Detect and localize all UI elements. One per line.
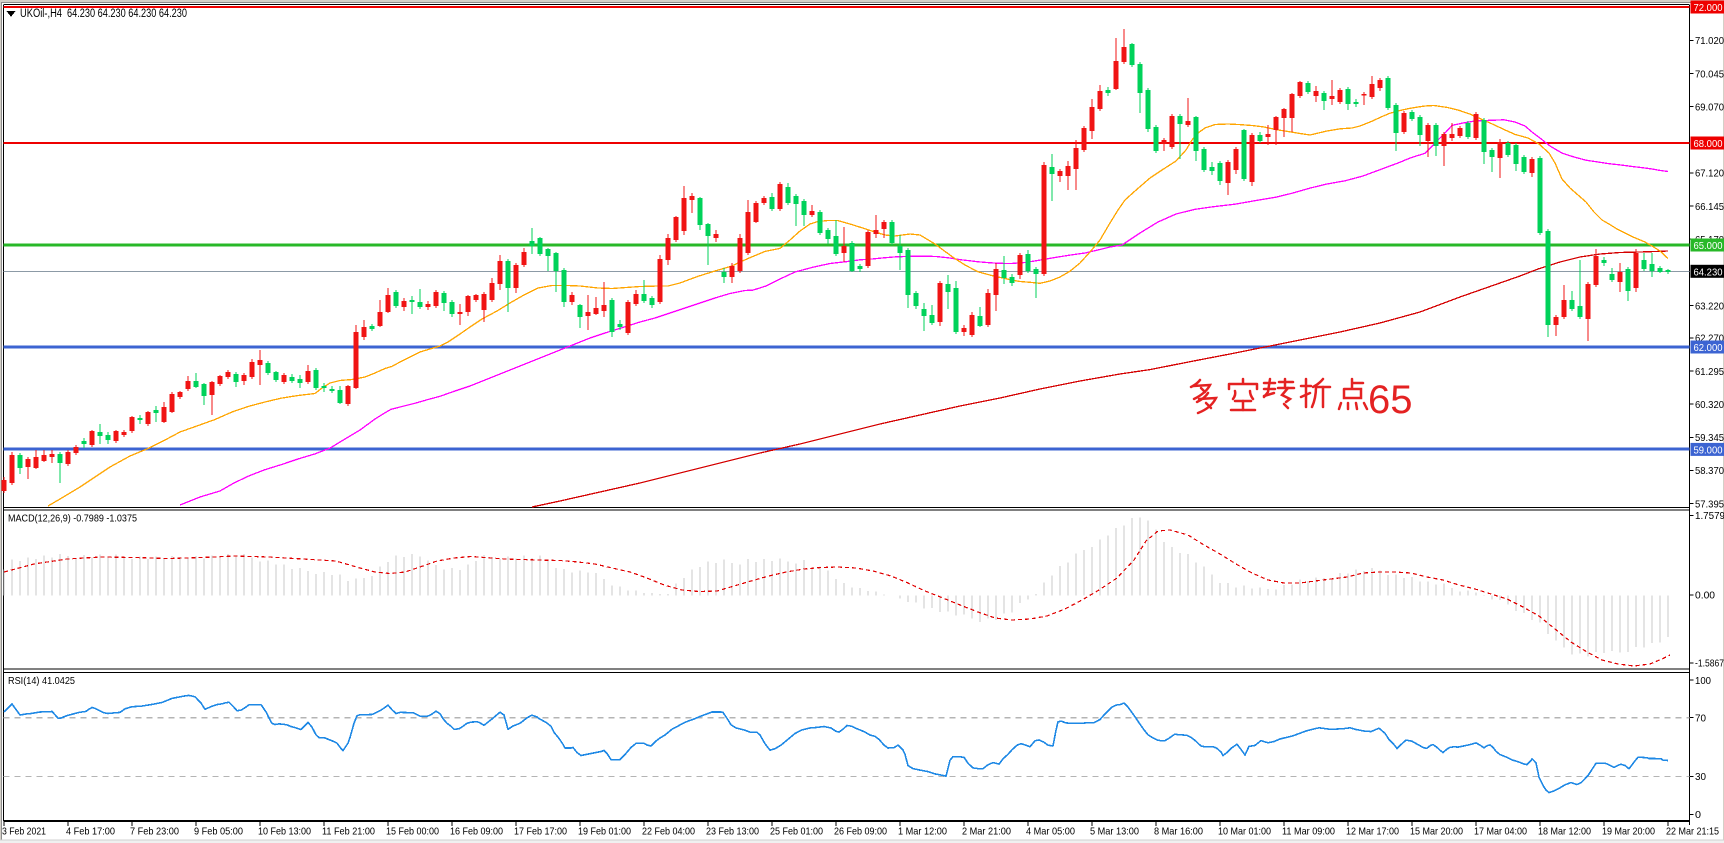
svg-text:22 Mar 21:15: 22 Mar 21:15 (1666, 826, 1719, 838)
svg-text:66.145: 66.145 (1695, 201, 1724, 213)
svg-text:5 Mar 13:00: 5 Mar 13:00 (1090, 826, 1139, 838)
svg-text:12 Mar 17:00: 12 Mar 17:00 (1346, 826, 1399, 838)
svg-text:62.000: 62.000 (1694, 342, 1723, 354)
svg-text:25 Feb 01:00: 25 Feb 01:00 (770, 826, 823, 838)
svg-text:22 Feb 04:00: 22 Feb 04:00 (642, 826, 695, 838)
svg-text:57.395: 57.395 (1695, 498, 1724, 510)
svg-text:4 Feb 17:00: 4 Feb 17:00 (66, 826, 115, 838)
svg-text:68.000: 68.000 (1694, 138, 1723, 150)
svg-text:-1.5867: -1.5867 (1695, 658, 1724, 670)
svg-text:59.000: 59.000 (1694, 444, 1723, 456)
svg-text:RSI(14) 41.0425: RSI(14) 41.0425 (8, 675, 75, 687)
svg-text:72.000: 72.000 (1694, 2, 1723, 14)
svg-text:8 Mar 16:00: 8 Mar 16:00 (1154, 826, 1203, 838)
svg-text:16 Feb 09:00: 16 Feb 09:00 (450, 826, 503, 838)
svg-text:69.070: 69.070 (1695, 101, 1724, 113)
svg-text:63.220: 63.220 (1695, 300, 1724, 312)
svg-text:3 Feb 2021: 3 Feb 2021 (2, 826, 46, 838)
svg-text:0: 0 (1695, 809, 1701, 821)
svg-text:60.320: 60.320 (1695, 399, 1724, 411)
svg-text:65: 65 (1368, 378, 1413, 422)
svg-text:100: 100 (1695, 675, 1711, 687)
svg-text:MACD(12,26,9) -0.7989 -1.0375: MACD(12,26,9) -0.7989 -1.0375 (8, 513, 137, 525)
svg-text:11 Mar 09:00: 11 Mar 09:00 (1282, 826, 1335, 838)
svg-text:64.230 64.230 64.230 64.230: 64.230 64.230 64.230 64.230 (67, 8, 187, 20)
svg-text:17 Feb 17:00: 17 Feb 17:00 (514, 826, 567, 838)
svg-text:11 Feb 21:00: 11 Feb 21:00 (322, 826, 375, 838)
svg-text:1 Mar 12:00: 1 Mar 12:00 (898, 826, 947, 838)
svg-text:23 Feb 13:00: 23 Feb 13:00 (706, 826, 759, 838)
svg-text:61.295: 61.295 (1695, 366, 1724, 378)
svg-text:71.020: 71.020 (1695, 35, 1724, 47)
svg-text:15 Feb 00:00: 15 Feb 00:00 (386, 826, 439, 838)
svg-text:67.120: 67.120 (1695, 168, 1724, 180)
svg-text:59.345: 59.345 (1695, 432, 1724, 444)
svg-text:2 Mar 21:00: 2 Mar 21:00 (962, 826, 1011, 838)
svg-text:64.230: 64.230 (1694, 266, 1723, 278)
svg-text:65.000: 65.000 (1694, 240, 1723, 252)
svg-text:17 Mar 04:00: 17 Mar 04:00 (1474, 826, 1527, 838)
svg-text:10 Feb 13:00: 10 Feb 13:00 (258, 826, 311, 838)
svg-text:4 Mar 05:00: 4 Mar 05:00 (1026, 826, 1075, 838)
svg-text:58.370: 58.370 (1695, 465, 1724, 477)
svg-text:7 Feb 23:00: 7 Feb 23:00 (130, 826, 179, 838)
svg-text:9 Feb 05:00: 9 Feb 05:00 (194, 826, 243, 838)
svg-text:10 Mar 01:00: 10 Mar 01:00 (1218, 826, 1271, 838)
svg-text:70.045: 70.045 (1695, 68, 1724, 80)
svg-text:0.00: 0.00 (1695, 590, 1715, 602)
svg-text:26 Feb 09:00: 26 Feb 09:00 (834, 826, 887, 838)
svg-text:19 Feb 01:00: 19 Feb 01:00 (578, 826, 631, 838)
svg-text:18 Mar 12:00: 18 Mar 12:00 (1538, 826, 1591, 838)
svg-text:19 Mar 20:00: 19 Mar 20:00 (1602, 826, 1655, 838)
svg-text:30: 30 (1695, 771, 1706, 783)
svg-text:UKOil-,H4: UKOil-,H4 (20, 8, 62, 20)
svg-text:1.7579: 1.7579 (1695, 510, 1724, 522)
svg-text:15 Mar 20:00: 15 Mar 20:00 (1410, 826, 1463, 838)
svg-text:70: 70 (1695, 713, 1706, 725)
